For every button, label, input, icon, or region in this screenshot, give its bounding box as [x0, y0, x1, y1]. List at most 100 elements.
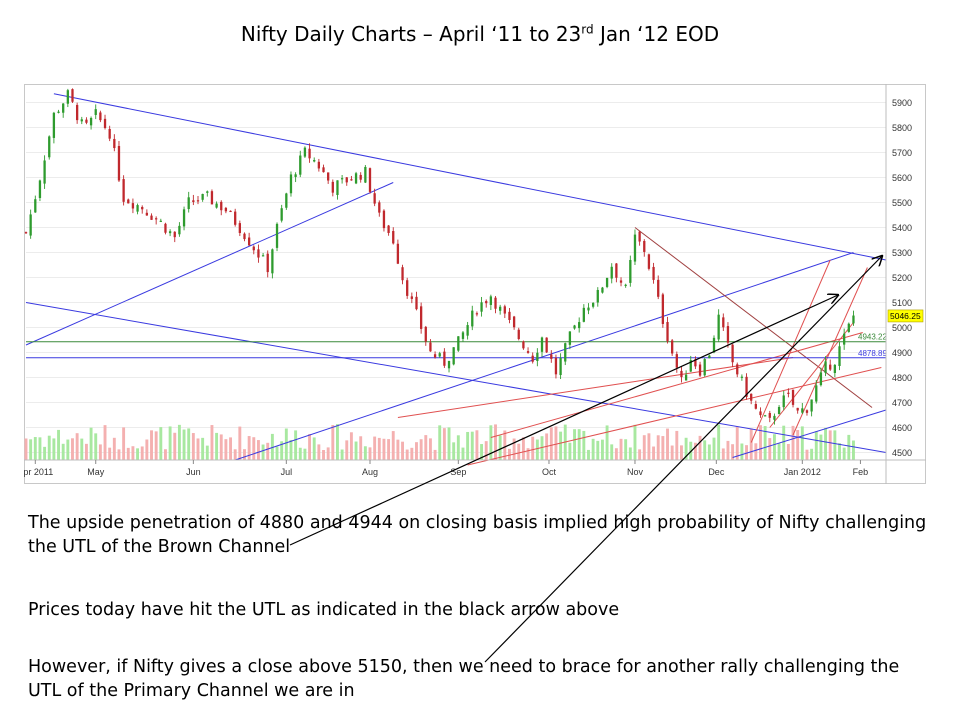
candle-body — [136, 205, 139, 212]
candle-body — [684, 374, 688, 381]
volume-bar — [298, 447, 302, 460]
y-tick-label: 4600 — [892, 423, 912, 433]
volume-bar — [614, 448, 618, 460]
volume-bar — [94, 433, 98, 460]
candle-body — [703, 359, 706, 376]
volume-bar — [373, 436, 377, 460]
candle-body — [763, 415, 767, 417]
volume-bar — [317, 444, 321, 460]
volume-bar — [270, 433, 274, 460]
candle-body — [787, 392, 790, 394]
volume-bar — [610, 444, 614, 460]
x-tick-label: Jun — [186, 467, 201, 477]
candle-body — [108, 128, 111, 139]
candle-body — [271, 249, 274, 274]
candle-body — [545, 337, 548, 353]
candle-body — [192, 200, 195, 202]
candle-body — [438, 353, 441, 357]
volume-bar — [266, 442, 270, 460]
candle-body — [345, 177, 348, 183]
volume-bar — [531, 436, 535, 460]
candle-body — [354, 173, 358, 184]
candle-body — [159, 220, 162, 222]
candle-body — [66, 90, 69, 104]
candle-body — [117, 145, 121, 181]
candle-body — [43, 160, 46, 184]
trendline — [53, 93, 887, 261]
candle-body — [531, 355, 534, 362]
volume-bar — [819, 434, 823, 460]
x-tick-label: Jan 2012 — [784, 467, 821, 477]
volume-bar — [108, 447, 112, 460]
volume-bar — [498, 435, 502, 460]
candle-body — [494, 297, 497, 309]
candle-body — [75, 104, 79, 121]
volume-bar — [535, 439, 539, 460]
volume-bar — [159, 427, 163, 460]
candle-body — [512, 316, 516, 328]
candle-body — [457, 336, 460, 351]
candle-body — [754, 404, 757, 409]
volume-bar — [331, 425, 335, 460]
candle-body — [722, 317, 725, 328]
volume-bar — [596, 440, 600, 460]
candle-body — [252, 246, 255, 251]
candle-body — [615, 263, 618, 278]
candle-body — [443, 351, 446, 366]
volume-bar — [126, 447, 130, 460]
volume-bar — [512, 438, 516, 460]
candle-body — [768, 412, 771, 418]
volume-bar — [247, 436, 251, 460]
last-price-tag — [887, 309, 924, 323]
volume-bar — [693, 442, 697, 460]
volume-bar — [80, 438, 84, 460]
volume-bar — [424, 435, 428, 460]
level-label: 4878.89 — [858, 349, 887, 358]
y-tick-label: 5600 — [892, 173, 912, 183]
note-primary-channel: However, if Nifty gives a close above 51… — [28, 657, 900, 701]
candle-body — [410, 296, 413, 299]
volume-bar — [136, 448, 140, 460]
volume-bar — [680, 445, 683, 460]
x-tick-label: May — [87, 467, 105, 477]
volume-bar — [587, 449, 590, 460]
volume-bar — [140, 446, 144, 460]
volume-bar — [433, 449, 437, 460]
x-tick-label: Nov — [627, 467, 644, 477]
volume-bar — [438, 425, 442, 460]
candle-body — [168, 231, 172, 234]
chart-frame — [24, 84, 926, 484]
volume-bar — [387, 439, 391, 460]
nifty-daily-chart: 4943.22 4878.89 4500 4600 4700 4800 4900 5000 5… — [24, 84, 926, 484]
note-utl-hit: Prices today have hit the UTL as indicat… — [28, 600, 620, 620]
candle-body — [550, 354, 553, 359]
volume-bar — [810, 448, 814, 460]
candle-body — [164, 223, 167, 233]
candle-body — [429, 342, 432, 352]
candle-body — [712, 337, 716, 353]
candle-body — [243, 233, 246, 240]
volume-bar — [308, 434, 312, 460]
volume-bar — [466, 431, 470, 460]
candle-body — [619, 280, 623, 283]
candle-body — [224, 207, 228, 212]
volume-bar — [842, 447, 846, 460]
candle-body — [480, 302, 483, 312]
candle-body — [829, 364, 832, 370]
candle-body — [187, 197, 190, 210]
volume-bar — [703, 440, 707, 460]
volume-bar — [452, 442, 456, 460]
candle-body — [275, 223, 279, 248]
x-tick-label: Feb — [853, 467, 869, 477]
candle-body — [471, 310, 474, 327]
volume-bar — [312, 437, 316, 460]
candle-body — [29, 214, 32, 236]
candle-body — [554, 357, 558, 375]
candle-body — [34, 199, 37, 213]
volume-bar — [494, 424, 497, 460]
candle-body — [392, 231, 395, 244]
volume-bar — [233, 449, 237, 460]
candle-body — [62, 103, 65, 113]
candle-body — [206, 191, 209, 193]
candle-body — [280, 208, 283, 221]
